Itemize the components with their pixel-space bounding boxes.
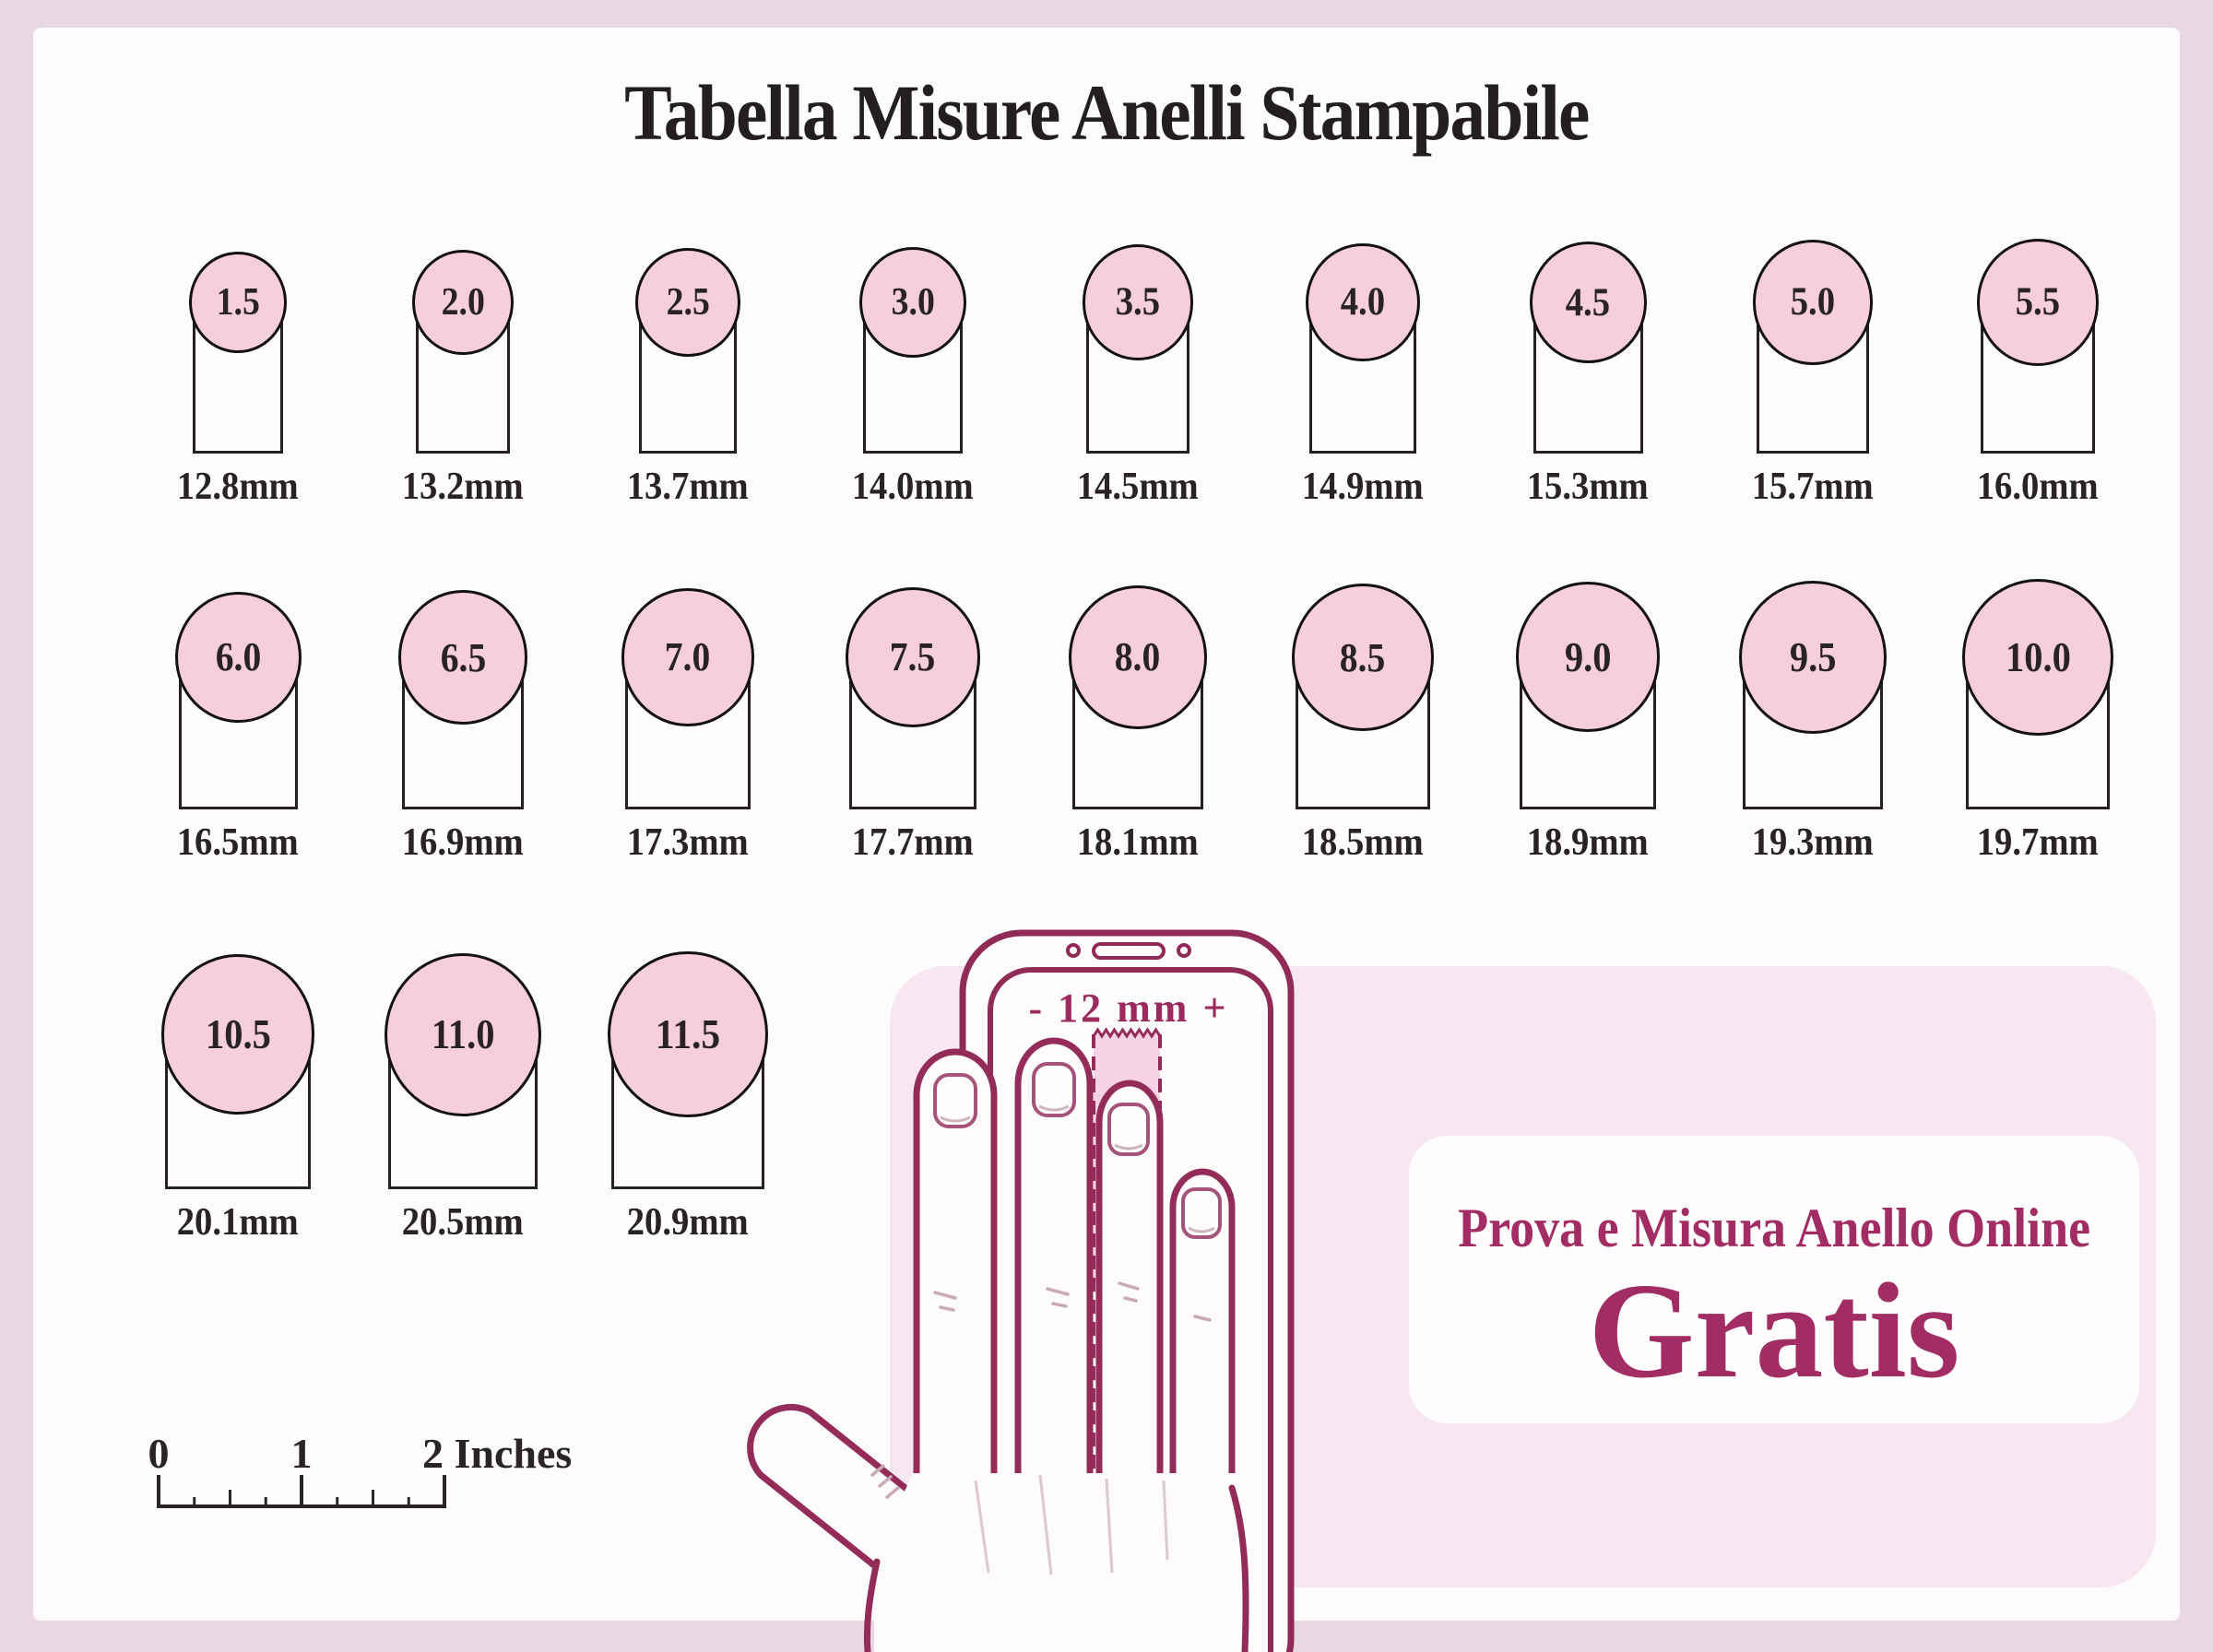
phone-hand-illustration: - 12 mm +: [747, 929, 1295, 1652]
inch-ruler: 0 1 2 Inches: [148, 1430, 572, 1508]
ring-size-number: 11.5: [655, 1010, 721, 1058]
ring-diameter-label: 18.5mm: [1301, 821, 1424, 864]
ring-size-circle: 3.0: [858, 246, 967, 359]
ring-nail: [1107, 1103, 1150, 1156]
ring-diameter-label: 14.5mm: [1076, 466, 1199, 508]
ruler-label-2: 2 Inches: [422, 1430, 572, 1477]
ring-size-number: 3.5: [1115, 280, 1161, 324]
ring-diameter-label: 14.9mm: [1301, 466, 1424, 508]
ring-diameter-label: 15.7mm: [1751, 466, 1874, 508]
ruler-label-1: 1: [291, 1430, 313, 1477]
index-finger: [913, 1048, 998, 1490]
ring-diameter-label: 17.7mm: [851, 821, 974, 864]
palm: [874, 1473, 1243, 1652]
ring-size-circle: 8.5: [1292, 584, 1434, 731]
promo-headline: Prova e Misura Anello Online: [1458, 1198, 2090, 1258]
palm-creases: [974, 1474, 1169, 1575]
ring-size-circle: 11.0: [384, 952, 542, 1116]
ring-size-circle: 1.5: [188, 251, 288, 354]
ring-size-number: 5.5: [2015, 280, 2061, 324]
ring-diameter-label: 19.3mm: [1751, 821, 1874, 864]
ring-diameter-label: 20.5mm: [401, 1201, 524, 1244]
ring-size-number: 4.0: [1340, 280, 1386, 324]
hand-illustration: [747, 1037, 1249, 1652]
ring-size-circle: 6.5: [397, 590, 528, 725]
ring-size-circle: 7.0: [621, 588, 754, 726]
phone-camera-dot-icon: [1066, 943, 1081, 958]
ring-size-circle: 2.5: [635, 247, 740, 358]
ring-diameter-label: 16.5mm: [176, 821, 299, 864]
ring-size-number: 9.5: [1789, 633, 1837, 680]
ruler-ticks: [157, 1475, 446, 1508]
ring-diameter-label: 19.7mm: [1976, 821, 2099, 864]
wrist-left-edge: [863, 1558, 881, 1652]
ring-size-number: 9.0: [1564, 633, 1612, 680]
ring-size-number: 4.5: [1565, 280, 1611, 324]
ring-size-circle: 8.0: [1068, 584, 1208, 730]
ring-diameter-label: 16.9mm: [401, 821, 524, 864]
ring-size-number: 3.0: [891, 280, 935, 324]
phone-speaker-icon: [1092, 942, 1166, 960]
ring-size-circle: 2.0: [412, 250, 514, 355]
ring-diameter-label: 18.1mm: [1076, 821, 1199, 864]
ring-diameter-label: 15.3mm: [1526, 466, 1649, 508]
ring-size-circle: 4.0: [1306, 242, 1420, 362]
phone-camera-dot-icon: [1177, 943, 1191, 958]
ring-size-circle: 10.0: [1962, 579, 2113, 737]
ring-size-circle: 5.0: [1752, 240, 1874, 365]
skin-creases: [870, 1281, 1212, 1499]
ring-size-number: 7.5: [890, 634, 936, 680]
ring-size-circle: 10.5: [160, 954, 315, 1115]
ring-diameter-label: 20.1mm: [176, 1201, 299, 1244]
ring-size-number: 8.5: [1340, 634, 1386, 680]
middle-finger: [1014, 1037, 1094, 1490]
measure-strip-serrated-edge: [1092, 1027, 1162, 1039]
nail-base-lines: [940, 1104, 1215, 1233]
ring-size-number: 8.0: [1115, 634, 1161, 680]
ring-size-number: 11.0: [431, 1011, 495, 1057]
index-nail: [933, 1073, 977, 1128]
ring-diameter-label: 16.0mm: [1976, 466, 2099, 508]
ring-diameter-label: 13.2mm: [401, 466, 524, 508]
ring-size-number: 6.0: [215, 634, 261, 680]
ring-size-circle: 3.5: [1082, 244, 1194, 360]
ring-diameter-label: 12.8mm: [176, 466, 299, 508]
pinky-finger: [1169, 1168, 1236, 1506]
ring-size-number: 1.5: [216, 281, 260, 324]
ring-size-number: 10.5: [205, 1010, 271, 1057]
palm-right-edge: [1228, 1484, 1249, 1652]
ring-finger: [1095, 1080, 1164, 1501]
ring-size-number: 6.5: [440, 634, 486, 680]
ring-size-number: 10.0: [2005, 634, 2071, 681]
ring-size-number: 2.5: [666, 281, 710, 324]
ruler-minor-ticks: [193, 1490, 410, 1506]
ring-diameter-label: 14.0mm: [851, 466, 974, 508]
measure-label: - 12 mm +: [1028, 985, 1228, 1031]
middle-nail: [1032, 1062, 1076, 1117]
ring-size-circle: 9.5: [1738, 580, 1888, 735]
ring-size-circle: 11.5: [608, 950, 768, 1118]
ring-diameter-label: 17.3mm: [626, 821, 749, 864]
pinky-nail: [1181, 1187, 1222, 1239]
ring-size-circle: 5.5: [1976, 238, 2100, 366]
ruler-label-0: 0: [148, 1430, 170, 1477]
fingernails: [933, 1062, 1222, 1239]
promo-gratis-label: Gratis: [1588, 1256, 1960, 1407]
ring-size-circle: 4.5: [1529, 242, 1647, 364]
ring-size-circle: 9.0: [1515, 582, 1661, 733]
ring-diameter-label: 20.9mm: [626, 1201, 749, 1244]
ring-size-circle: 7.5: [845, 586, 981, 728]
ring-diameter-label: 13.7mm: [626, 466, 749, 508]
ring-size-number: 7.0: [665, 634, 711, 680]
ring-size-number: 2.0: [441, 280, 485, 324]
promo-box: Prova e Misura Anello Online Gratis: [1409, 1136, 2139, 1423]
ring-size-circle: 6.0: [174, 591, 302, 724]
ring-size-number: 5.0: [1790, 280, 1836, 324]
page-title-text: Tabella Misure Anelli Stampabile: [624, 68, 1590, 157]
page-title: Tabella Misure Anelli Stampabile: [0, 66, 2213, 159]
ring-diameter-label: 18.9mm: [1526, 821, 1649, 864]
